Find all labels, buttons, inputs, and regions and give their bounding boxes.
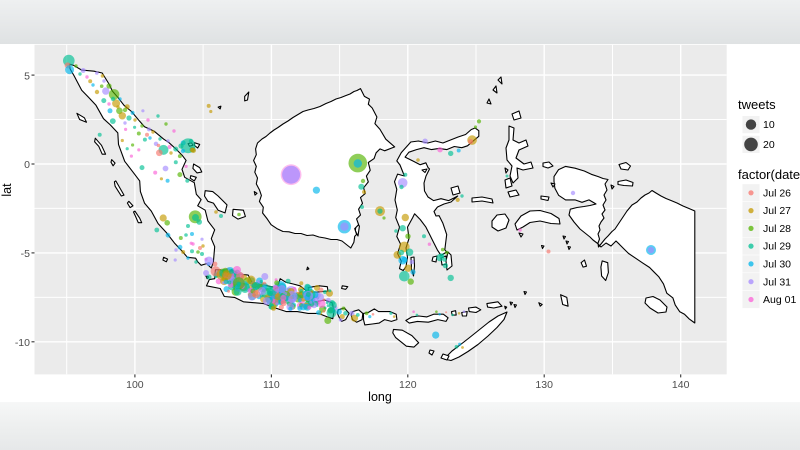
svg-text:Aug 01: Aug 01 (763, 294, 796, 306)
svg-text:long: long (368, 390, 392, 404)
svg-text:-10: -10 (15, 337, 30, 349)
svg-text:-5: -5 (21, 248, 30, 260)
svg-text:Jul 27: Jul 27 (763, 205, 791, 217)
svg-text:120: 120 (399, 379, 417, 391)
svg-text:Jul 29: Jul 29 (763, 241, 791, 253)
svg-text:20: 20 (763, 139, 775, 151)
svg-text:0: 0 (24, 159, 30, 171)
svg-text:5: 5 (24, 70, 30, 82)
svg-text:Jul 30: Jul 30 (763, 259, 791, 271)
svg-text:140: 140 (672, 379, 690, 391)
svg-text:lat: lat (0, 183, 14, 197)
svg-text:130: 130 (535, 379, 553, 391)
svg-text:Jul 26: Jul 26 (763, 187, 791, 199)
svg-text:tweets: tweets (738, 97, 776, 112)
svg-text:100: 100 (126, 379, 144, 391)
svg-text:110: 110 (263, 379, 280, 391)
svg-text:factor(date: factor(date (738, 167, 800, 182)
svg-text:10: 10 (763, 119, 775, 131)
svg-text:Jul 31: Jul 31 (763, 276, 791, 288)
svg-text:Jul 28: Jul 28 (763, 223, 791, 235)
